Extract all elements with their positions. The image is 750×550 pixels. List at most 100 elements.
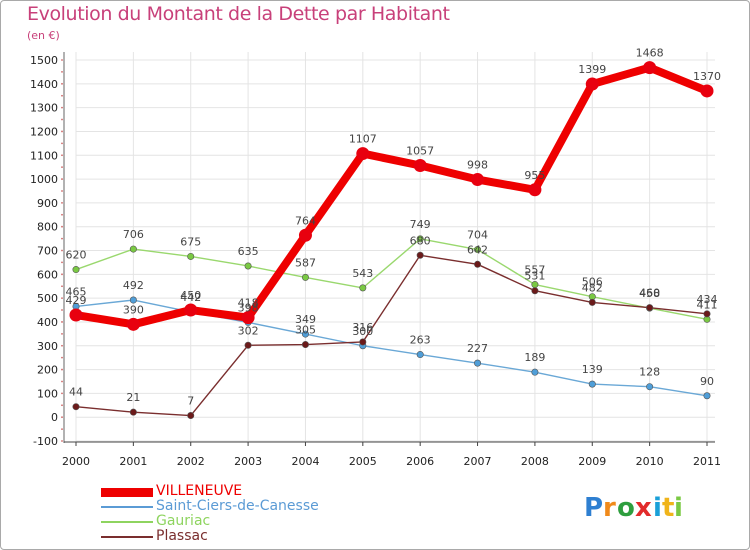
data-label: 460	[639, 287, 660, 300]
data-label: 128	[639, 366, 660, 379]
logo-letter: i	[653, 493, 662, 523]
x-tick-label: 2010	[636, 455, 664, 468]
y-minor-tick	[61, 261, 63, 264]
data-label: 302	[238, 324, 259, 337]
data-point	[700, 84, 714, 98]
y-minor-tick	[61, 106, 63, 109]
data-label: 749	[410, 218, 431, 231]
x-tick-label: 2004	[291, 455, 319, 468]
y-tick-label: 500	[37, 292, 58, 305]
logo-letter: o	[617, 493, 635, 523]
y-minor-tick	[61, 213, 63, 216]
data-point	[413, 158, 427, 172]
data-label: 706	[123, 228, 144, 241]
y-minor-tick	[61, 440, 63, 442]
data-point	[126, 317, 140, 331]
data-point	[72, 266, 80, 274]
y-tick-label: 600	[37, 268, 58, 281]
data-label: 316	[352, 321, 373, 334]
chart-unit: (en €)	[27, 29, 60, 42]
series-line	[75, 254, 708, 417]
y-minor-tick	[61, 285, 63, 288]
data-label: 442	[180, 291, 201, 304]
chart-title: Evolution du Montant de la Dette par Hab…	[27, 3, 450, 25]
data-label: 642	[467, 243, 488, 256]
y-minor-tick	[61, 344, 63, 347]
data-point	[244, 262, 252, 270]
y-minor-tick	[61, 237, 63, 240]
y-tick-label: 0	[51, 411, 58, 424]
data-label: 531	[524, 270, 545, 283]
legend-swatch	[101, 536, 153, 538]
data-label: 506	[582, 276, 603, 289]
data-point	[416, 251, 424, 259]
data-label: 465	[66, 285, 87, 298]
data-point	[646, 304, 654, 312]
data-point	[241, 311, 255, 325]
y-minor-tick	[61, 309, 63, 311]
data-label: 390	[123, 303, 144, 316]
data-label: 492	[123, 279, 144, 292]
y-minor-tick	[61, 273, 63, 276]
data-label: 411	[697, 298, 718, 311]
x-tick-labels: 2000 2001 2002 2003 2004 2005 2006 2007 2008 2009…	[62, 455, 721, 468]
y-minor-tick	[61, 130, 63, 133]
data-point	[187, 252, 195, 260]
data-label: 418	[238, 297, 259, 310]
y-minor-tick	[61, 416, 63, 419]
data-point	[703, 310, 711, 318]
data-label: 587	[295, 256, 316, 269]
y-minor-tick	[61, 201, 63, 204]
data-point	[643, 61, 657, 75]
data-label: 349	[295, 313, 316, 326]
y-minor-tick	[61, 404, 63, 407]
data-label: 1057	[406, 144, 434, 157]
data-label: 635	[238, 245, 259, 258]
y-minor-tick	[61, 154, 63, 157]
x-tick-label: 2006	[406, 455, 434, 468]
y-minor-tick	[61, 380, 63, 383]
legend-label: Saint-Ciers-de-Canesse	[156, 498, 319, 514]
y-tick-label: 1500	[30, 54, 58, 67]
y-minor-tick	[61, 332, 63, 335]
y-minor-tick	[61, 368, 63, 371]
x-tick-label: 2009	[578, 455, 606, 468]
logo-letter: x	[635, 493, 652, 523]
data-labels: 465 492 442 398 349 300 263 227 189 139 128 90 620 70…	[66, 47, 722, 408]
data-label: 7	[187, 395, 194, 408]
data-label: 398	[238, 301, 259, 314]
y-minor-tick	[61, 59, 63, 61]
y-minor-tick	[61, 392, 63, 395]
y-tick-label: 1300	[30, 102, 58, 115]
y-minor-tick	[61, 178, 63, 180]
data-label: 1107	[349, 133, 377, 146]
legend-swatch	[101, 521, 153, 523]
x-tick-label: 2011	[693, 455, 721, 468]
logo-letter: i	[674, 493, 683, 523]
series-line	[75, 238, 708, 321]
data-point	[129, 245, 137, 253]
data-point	[471, 173, 485, 187]
data-point	[184, 303, 198, 317]
y-minor-tick	[61, 249, 63, 252]
data-point	[703, 392, 711, 400]
data-point	[588, 380, 596, 388]
x-tick-label: 2007	[464, 455, 492, 468]
logo-letter: t	[662, 493, 674, 523]
data-label: 434	[697, 293, 718, 306]
data-label: 263	[410, 334, 431, 347]
data-point	[301, 273, 309, 281]
data-point	[187, 412, 195, 420]
y-tick-label: 100	[37, 387, 58, 400]
y-minor-tick	[61, 428, 63, 430]
data-point	[531, 368, 539, 376]
data-point	[244, 341, 252, 349]
y-minor-tick	[61, 190, 63, 192]
data-label: 189	[524, 351, 545, 364]
y-minor-tick	[61, 142, 63, 145]
data-point	[129, 296, 137, 304]
y-minor-tick	[61, 71, 63, 73]
y-tick-label: 1400	[30, 78, 58, 91]
data-point	[474, 260, 482, 268]
data-point	[528, 183, 542, 197]
